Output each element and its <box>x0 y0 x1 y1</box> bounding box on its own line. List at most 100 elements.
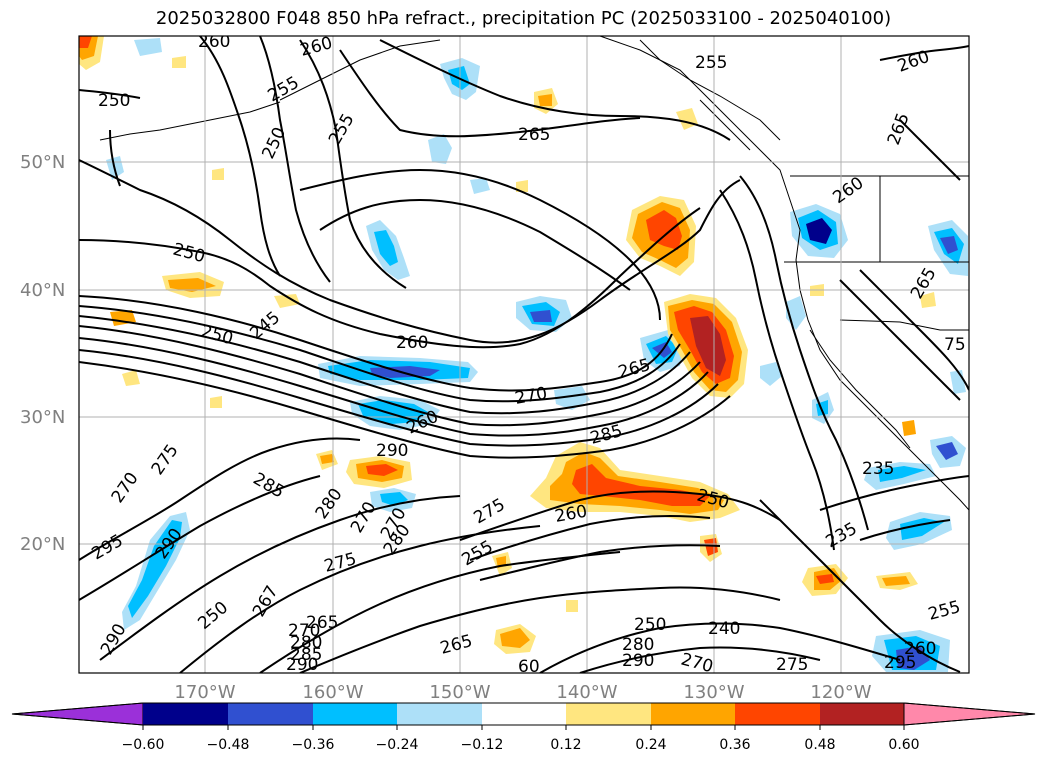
lat-label-50n: 50°N <box>20 152 65 173</box>
lat-label-20n: 20°N <box>20 534 65 555</box>
colorbar-ticks <box>142 725 905 730</box>
refractivity-contours <box>79 36 969 673</box>
colorbar-segment <box>143 703 228 725</box>
contour-line <box>259 551 621 673</box>
contour-label: 285 <box>290 645 322 665</box>
lon-label-120w: 120°W <box>810 682 871 703</box>
precip-patch <box>79 36 92 48</box>
colorbar-segment <box>566 703 651 725</box>
contour-line <box>579 646 821 673</box>
lon-label-130w: 130°W <box>683 682 744 703</box>
colorbar-segment <box>651 703 735 725</box>
contour-line <box>339 49 641 138</box>
colorbar-segment <box>313 703 397 725</box>
precip-patch <box>516 180 528 192</box>
lon-label-140w: 140°W <box>556 682 617 703</box>
precip-patch <box>530 310 552 322</box>
lat-label-30n: 30°N <box>20 407 65 428</box>
contour-line <box>819 475 969 511</box>
precip-patch <box>366 464 398 476</box>
precip-patch <box>920 292 936 308</box>
precip-patch <box>816 574 834 584</box>
contour-line <box>379 39 731 141</box>
precip-patch <box>646 210 682 250</box>
alaska-panhandle <box>639 39 781 141</box>
contour-label: 265 <box>306 613 338 633</box>
precip-patch <box>358 400 428 424</box>
colorbar-tick-label: 0.48 <box>804 737 835 753</box>
contour-line <box>859 269 969 391</box>
contour-label: 280 <box>622 635 654 655</box>
contour-line <box>899 119 961 181</box>
colorbar-segment <box>482 703 566 725</box>
contour-label: 250 <box>98 91 130 111</box>
contour-line <box>79 305 681 403</box>
contour-line <box>839 279 961 401</box>
contour-line <box>79 349 719 447</box>
contour-line <box>199 36 281 277</box>
colorbar-tick-label: −0.12 <box>461 737 504 753</box>
precip-patch <box>902 420 916 436</box>
coast-islands <box>699 99 751 151</box>
colorbar-tick-label: −0.24 <box>376 737 419 753</box>
contour-label: 290 <box>622 651 654 671</box>
contour-label: 250 <box>634 615 666 635</box>
contour-line <box>79 325 701 427</box>
aleutian-islands <box>99 101 281 141</box>
precip-patch <box>274 294 300 308</box>
contour-line <box>539 622 901 673</box>
precip-patch <box>122 370 140 386</box>
colorbar: −0.60 −0.48 −0.36 −0.24 −0.12 0.12 0.24 … <box>11 702 1036 753</box>
gridlines <box>79 36 969 673</box>
contour-line <box>469 515 711 561</box>
colorbar-extend-left <box>11 702 144 726</box>
lon-label-150w: 150°W <box>429 682 490 703</box>
precip-patch <box>538 94 552 106</box>
contour-line <box>79 475 321 601</box>
contour-label: 295 <box>884 653 916 673</box>
lon-label-160w: 160°W <box>302 682 363 703</box>
precip-patch <box>134 38 162 56</box>
latitude-labels: 50°N 40°N 30°N 20°N <box>20 152 65 555</box>
contour-label: 270 <box>288 621 320 641</box>
contour-line <box>299 168 661 321</box>
precip-patch <box>428 134 452 164</box>
precip-patch <box>554 386 590 410</box>
lat-label-40n: 40°N <box>20 280 65 301</box>
contour-label: 275 <box>776 655 808 675</box>
contour-line <box>299 39 407 289</box>
contour-line <box>99 495 461 661</box>
colorbar-tick-label: 0.24 <box>635 737 666 753</box>
longitude-labels: 170°W 160°W 150°W 140°W 130°W 120°W <box>174 682 871 703</box>
colorbar-tick-label: −0.60 <box>122 737 165 753</box>
colorbar-segment <box>820 703 904 725</box>
colorbar-tick-label: 0.60 <box>888 737 919 753</box>
plot-frame <box>78 35 970 674</box>
contour-label: 270 <box>679 650 716 678</box>
contour-line <box>79 207 701 349</box>
contour-line <box>879 45 969 61</box>
colorbar-tick-label: −0.48 <box>207 737 250 753</box>
coastline-north-america <box>599 36 969 511</box>
baja-peninsula <box>809 329 911 449</box>
contour-line <box>459 490 781 541</box>
precip-patch <box>878 466 926 482</box>
precip-patch <box>212 168 224 180</box>
contour-label: 260 <box>198 32 230 52</box>
contour-label: 265 <box>518 125 550 145</box>
colorbar-segment <box>397 703 482 725</box>
precip-patch <box>168 278 216 292</box>
contour-label: 260 <box>396 333 428 353</box>
precip-patch <box>320 454 334 464</box>
contour-line <box>859 519 951 541</box>
precip-patch <box>936 442 958 460</box>
precip-patch <box>470 178 490 194</box>
precip-patch <box>882 576 910 586</box>
precip-patch <box>690 316 726 376</box>
contour-line <box>719 189 835 551</box>
contour-line <box>479 544 721 581</box>
colorbar-segment <box>228 703 313 725</box>
contour-label: 75 <box>944 335 966 355</box>
contour-label: 240 <box>708 619 740 639</box>
